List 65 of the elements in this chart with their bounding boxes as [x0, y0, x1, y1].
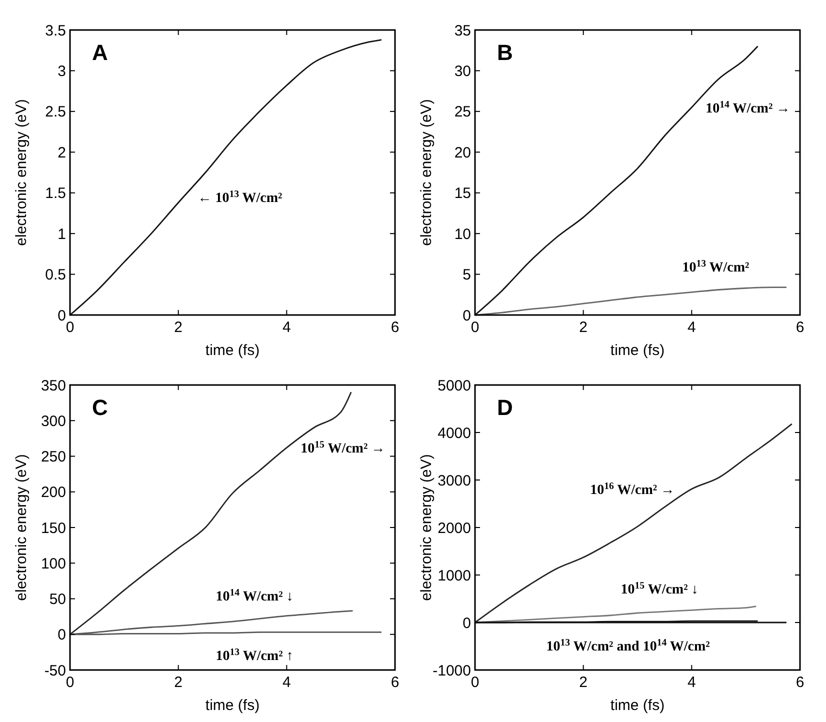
- annotation: 10$^{16}$ W/cm² →: [590, 480, 675, 498]
- y-tick-label: 50: [49, 591, 66, 608]
- x-tick-label: 6: [796, 674, 804, 691]
- text: D: [497, 395, 513, 420]
- y-tick-label: -50: [44, 662, 66, 680]
- y-tick-label: 150: [40, 520, 66, 537]
- annotation: 10$^{14}$ W/cm² →: [706, 98, 790, 116]
- x-tick-label: 4: [687, 319, 696, 336]
- annotation: 10$^{15}$ W/cm² ↓: [620, 580, 698, 598]
- y-tick-label: 0.5: [45, 266, 66, 284]
- y-tick-label: 2.5: [45, 104, 66, 121]
- text: C: [92, 395, 108, 420]
- x-tick-label: 4: [282, 674, 291, 691]
- x-axis-title: time (fs): [610, 342, 665, 359]
- y-tick-label: 4000: [438, 424, 471, 442]
- y-axis-title: electronic energy (eV): [13, 99, 30, 246]
- y-tick-label: 20: [454, 144, 471, 162]
- annotation: 10$^{13}$ W/cm² ↑: [216, 646, 294, 664]
- y-axis-title: electronic energy (eV): [418, 454, 435, 601]
- x-tick-label: 6: [390, 319, 400, 336]
- x-tick-label: 6: [796, 319, 804, 336]
- x-tick-label: 2: [579, 674, 588, 691]
- y-tick-label: 300: [40, 412, 66, 430]
- x-tick-label: 2: [579, 319, 588, 336]
- y-tick-label: 5: [462, 266, 471, 284]
- y-tick-label: 3000: [438, 472, 471, 490]
- y-tick-label: 1000: [438, 567, 471, 584]
- y-tick-label: 25: [454, 104, 471, 121]
- y-tick-label: 3: [58, 62, 66, 80]
- x-axis-title: time (fs): [610, 697, 665, 714]
- y-tick-label: 100: [40, 555, 66, 572]
- annotation: ← 10$^{13}$ W/cm²: [198, 188, 282, 206]
- y-tick-label: 10: [454, 226, 471, 243]
- y-tick-label: 0: [58, 307, 66, 324]
- annotation: 10$^{13}$ W/cm²: [682, 258, 750, 276]
- y-tick-label: 2000: [438, 520, 471, 537]
- text: B: [497, 40, 513, 65]
- y-tick-label: 200: [40, 484, 66, 502]
- x-tick-label: 2: [174, 674, 183, 691]
- annotation: 10$^{14}$ W/cm² ↓: [216, 587, 294, 605]
- x-axis-title: time (fs): [205, 697, 260, 714]
- text: A: [92, 40, 108, 65]
- annotation: 10$^{13}$ W/cm² and 10$^{14}$ W/cm²: [546, 636, 710, 654]
- x-tick-label: 4: [687, 674, 696, 691]
- y-tick-label: 0: [462, 307, 471, 324]
- y-tick-label: -1000: [432, 662, 471, 680]
- y-tick-label: 35: [454, 22, 471, 40]
- annotation: 10$^{15}$ W/cm² →: [300, 439, 386, 457]
- y-tick-label: 350: [40, 377, 66, 394]
- y-tick-label: 250: [40, 448, 66, 466]
- y-tick-label: 5000: [438, 377, 471, 394]
- y-tick-label: 0: [58, 626, 66, 644]
- y-tick-label: 3.5: [45, 22, 66, 40]
- x-axis-title: time (fs): [205, 342, 260, 359]
- y-tick-label: 2: [58, 144, 66, 162]
- y-tick-label: 1: [58, 226, 66, 243]
- x-tick-label: 4: [282, 319, 291, 336]
- y-tick-label: 0: [462, 614, 471, 632]
- y-axis-title: electronic energy (eV): [418, 99, 435, 246]
- y-axis-title: electronic energy (eV): [13, 454, 30, 601]
- x-tick-label: 6: [390, 674, 400, 691]
- y-tick-label: 1.5: [45, 185, 66, 202]
- y-tick-label: 30: [454, 62, 471, 80]
- x-tick-label: 2: [174, 319, 183, 336]
- y-tick-label: 15: [454, 185, 471, 202]
